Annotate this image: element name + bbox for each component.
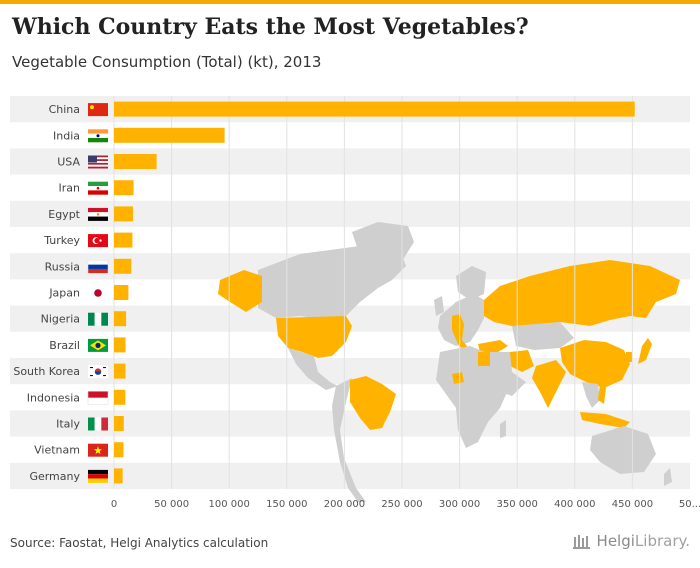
bar-south-korea <box>114 363 126 379</box>
map-brazil <box>350 376 396 430</box>
map-uk <box>434 296 444 316</box>
x-tick-label: 200 000 <box>324 499 365 510</box>
map-africa <box>436 346 508 448</box>
map-greenland <box>352 222 414 272</box>
category-labels: China India USA Iran Egypt Turkey Russia Japan N… <box>13 103 80 483</box>
helgi-library-logo: Helgi Library. <box>572 532 690 550</box>
bar-vietnam <box>114 442 124 458</box>
nigeria-flag-icon <box>88 312 108 326</box>
x-tick-label: 0 <box>111 499 117 510</box>
map-egypt <box>478 352 490 366</box>
category-label: Indonesia <box>27 391 80 404</box>
bar-brazil <box>114 337 126 353</box>
egypt-flag-icon <box>88 207 108 221</box>
flags <box>87 103 109 483</box>
map-russia <box>484 260 680 326</box>
japan-flag-icon <box>88 286 108 300</box>
bar-germany <box>114 468 123 484</box>
chart-subtitle: Vegetable Consumption (Total) (kt), 2013 <box>12 53 322 71</box>
map-mexico <box>288 348 338 390</box>
bars <box>114 101 635 484</box>
category-label: Turkey <box>43 234 80 247</box>
bar-china <box>114 101 635 117</box>
map-indonesia <box>580 412 630 428</box>
map-se-asia <box>582 382 600 408</box>
logo-text-suffix: Library. <box>634 532 690 550</box>
source-note: Source: Faostat, Helgi Analytics calcula… <box>10 536 269 550</box>
turkey-flag-icon <box>88 234 108 248</box>
bar-nigeria <box>114 311 127 327</box>
x-tick-label: 100 000 <box>209 499 250 510</box>
map-new-zealand <box>664 468 672 486</box>
russia-flag-icon <box>87 260 109 274</box>
bar-italy <box>114 416 124 431</box>
map-india <box>532 360 566 408</box>
row-band <box>10 148 690 175</box>
map-central-asia <box>512 322 574 350</box>
x-tick-labels: 0 50 000 100 000 150 000 200 000 250 000 300 0… <box>111 499 700 510</box>
map-korea <box>626 352 632 362</box>
bar-iran <box>114 180 134 196</box>
world-map <box>218 222 680 502</box>
chart-area: China India USA Iran Egypt Turkey Russia Japan N… <box>0 90 700 530</box>
map-south-america-west <box>332 378 366 502</box>
map-germany-italy <box>452 314 470 354</box>
logo-text-main: Helgi <box>596 532 635 550</box>
map-usa <box>276 316 352 358</box>
bar-chart: China India USA Iran Egypt Turkey Russia Japan N… <box>10 96 700 510</box>
bar-turkey <box>114 232 133 248</box>
bar-indonesia <box>114 389 126 405</box>
x-tick-label: 450 000 <box>612 499 653 510</box>
map-madagascar <box>500 420 506 438</box>
brazil-flag-icon <box>88 338 108 352</box>
category-label: Germany <box>29 470 80 483</box>
map-china <box>560 340 630 388</box>
category-label: Italy <box>56 418 80 431</box>
x-tick-label: 50 000 <box>154 499 189 510</box>
category-label: USA <box>57 156 80 169</box>
category-label: India <box>53 129 80 142</box>
indonesia-flag-icon <box>87 391 109 405</box>
usa-flag-icon <box>88 155 108 169</box>
top-accent-line <box>0 0 700 4</box>
bar-egypt <box>114 206 134 222</box>
bar-russia <box>114 258 132 274</box>
x-tick-label: 50... <box>679 499 700 510</box>
category-label: Brazil <box>49 339 80 352</box>
china-flag-icon <box>88 103 108 117</box>
germany-flag-icon <box>88 469 108 483</box>
chart-title: Which Country Eats the Most Vegetables? <box>12 14 529 40</box>
map-vietnam <box>598 384 606 404</box>
category-label: Nigeria <box>41 313 80 326</box>
iran-flag-icon <box>88 181 108 195</box>
italy-flag-icon <box>88 417 108 431</box>
vietnam-flag-icon <box>88 443 108 457</box>
map-turkey <box>478 340 508 352</box>
category-label: China <box>49 103 80 116</box>
x-tick-label: 350 000 <box>497 499 538 510</box>
row-band <box>10 200 690 227</box>
bar-usa <box>114 154 157 169</box>
x-tick-label: 300 000 <box>439 499 480 510</box>
category-label: South Korea <box>13 365 80 378</box>
category-label: Vietnam <box>34 444 80 457</box>
library-icon <box>572 535 590 549</box>
bar-japan <box>114 285 129 300</box>
map-iran <box>510 350 534 372</box>
map-nigeria <box>452 372 464 384</box>
category-label: Egypt <box>48 208 80 221</box>
map-scandinavia <box>456 266 486 300</box>
bar-india <box>114 127 225 143</box>
x-tick-label: 150 000 <box>266 499 307 510</box>
india-flag-icon <box>88 129 108 143</box>
category-label: Russia <box>45 260 80 273</box>
category-label: Japan <box>48 287 80 300</box>
category-label: Iran <box>59 182 81 195</box>
south-korea-flag-icon <box>88 365 108 379</box>
x-tick-label: 400 000 <box>554 499 595 510</box>
map-australia <box>590 426 656 474</box>
map-japan <box>638 338 652 364</box>
x-tick-label: 250 000 <box>381 499 422 510</box>
